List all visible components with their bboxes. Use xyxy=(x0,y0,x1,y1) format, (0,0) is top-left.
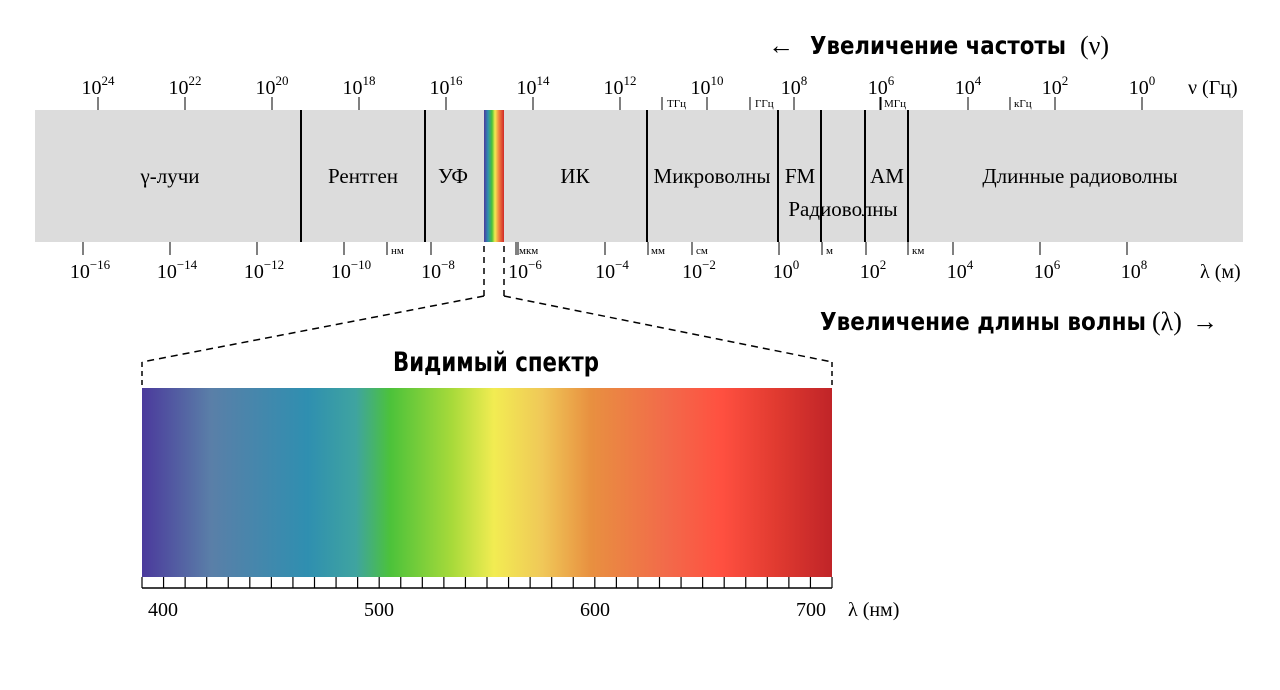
freq-tick-label: 108 xyxy=(781,73,808,99)
freq-arrow-left: ← xyxy=(768,31,794,60)
freq-tick-label: 1016 xyxy=(430,73,464,99)
wavelength-axis: 10−16 10−14 10−12 10−10 10−8 10−6 10−4 1… xyxy=(70,242,1241,283)
freq-tick-label: 1014 xyxy=(517,73,551,99)
freq-unit-label: ν (Гц) xyxy=(1188,77,1238,99)
visible-scale: 400 500 600 700 λ (нм) xyxy=(141,577,899,621)
km-label: км xyxy=(912,245,924,257)
freq-header-symbol: (ν) xyxy=(1080,31,1109,60)
band-xray-label: Рентген xyxy=(328,164,398,188)
thz-label: ТГц xyxy=(667,98,686,110)
freq-tick-label: 1024 xyxy=(82,73,116,99)
freq-header-text: Увеличение частоты xyxy=(810,31,1066,60)
wave-tick-label: 10−6 xyxy=(508,257,542,283)
nm-label: нм xyxy=(391,245,404,257)
band-longwave-label: Длинные радиоволны xyxy=(982,164,1177,188)
wave-tick-label: 10−12 xyxy=(244,257,284,283)
wave-tick-label: 10−8 xyxy=(421,257,455,283)
freq-tick-label: 106 xyxy=(868,73,895,99)
band-uv-label: УФ xyxy=(438,164,468,188)
cm-label: см xyxy=(696,245,708,257)
band-radio-label: Радиоволны xyxy=(788,197,897,221)
band-gamma-label: γ-лучи xyxy=(139,164,199,188)
visible-spectrum-title: Видимый спектр xyxy=(393,347,599,378)
wave-unit-label: λ (м) xyxy=(1200,261,1241,283)
wave-tick-label: 10−16 xyxy=(70,257,111,283)
zoom-dash-left xyxy=(141,295,485,363)
freq-tick-label: 1020 xyxy=(256,73,289,99)
freq-tick-label: 104 xyxy=(955,73,982,99)
frequency-axis: 1024 1022 1020 1018 1016 1014 1012 1010 … xyxy=(82,73,1238,110)
visible-tick-label-500: 500 xyxy=(364,599,394,621)
visible-tick-label-400: 400 xyxy=(148,599,178,621)
wave-header-symbol: (λ) xyxy=(1152,307,1182,336)
freq-tick-label: 1022 xyxy=(169,73,202,99)
visible-tick-label-600: 600 xyxy=(580,599,610,621)
wave-tick-label: 10−10 xyxy=(331,257,371,283)
wave-tick-label: 100 xyxy=(773,257,800,283)
band-am-label: AM xyxy=(870,164,904,188)
zoom-dash-right xyxy=(503,295,833,363)
freq-tick-label: 102 xyxy=(1042,73,1069,99)
wave-tick-label: 102 xyxy=(860,257,887,283)
band-ir-label: ИК xyxy=(560,164,590,188)
visible-spectrum-bar xyxy=(142,388,832,577)
band-fm-label: FM xyxy=(785,164,816,188)
freq-tick-label: 100 xyxy=(1129,73,1156,99)
mhz-label: МГц xyxy=(884,98,906,110)
um-label: мкм xyxy=(519,245,538,257)
m-label: м xyxy=(826,245,833,257)
freq-tick-label: 1018 xyxy=(343,73,376,99)
wave-arrow-right: → xyxy=(1192,307,1218,336)
freq-tick-label: 1012 xyxy=(604,73,637,99)
ghz-label: ГГц xyxy=(755,98,774,110)
wave-tick-label: 10−2 xyxy=(682,257,716,283)
wave-tick-label: 10−4 xyxy=(595,257,629,283)
spectrum-band xyxy=(35,110,1243,242)
wave-tick-label: 108 xyxy=(1121,257,1148,283)
visible-tick-label-700: 700 xyxy=(796,599,826,621)
wave-header-text: Увеличение длины волны xyxy=(820,307,1146,336)
mm-label: мм xyxy=(651,245,665,257)
khz-label: кГц xyxy=(1014,98,1032,110)
wave-tick-label: 104 xyxy=(947,257,974,283)
visible-unit-label: λ (нм) xyxy=(848,599,899,621)
wave-tick-label: 10−14 xyxy=(157,257,198,283)
band-microwave-label: Микроволны xyxy=(654,164,771,188)
freq-tick-label: 1010 xyxy=(691,73,724,99)
visible-minor-ticks xyxy=(141,577,833,588)
visible-spectrum-strip xyxy=(484,110,504,242)
wave-tick-label: 106 xyxy=(1034,257,1061,283)
